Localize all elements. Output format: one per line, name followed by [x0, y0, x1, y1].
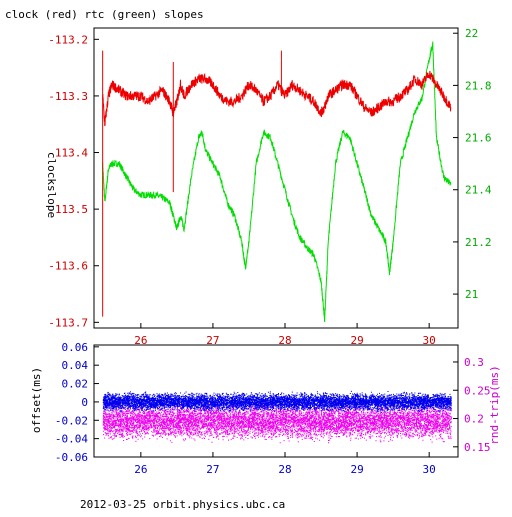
- chart-title: clock (red) rtc (green) slopes: [5, 8, 204, 21]
- bottom-x-tick-label: 29: [350, 463, 363, 476]
- bottom-right-tick-label: 0.25: [464, 384, 491, 397]
- bottom-left-tick-label: -0.04: [55, 433, 88, 446]
- bottom-plot-frame: [93, 344, 459, 458]
- top-right-tick-label: 21.4: [465, 184, 492, 197]
- bottom-left-tick-label: 0.06: [62, 341, 89, 354]
- bottom-left-tick-label: 0.04: [62, 359, 89, 372]
- footer-caption: 2012-03-25 orbit.physics.ubc.ca: [80, 498, 285, 511]
- top-axes-group: -113.2 -113.3 -113.4 -113.5 -113.6 -113.7 22 21…: [48, 27, 492, 347]
- top-right-tick-label: 21.6: [465, 132, 492, 145]
- rtc-series-line: [102, 41, 452, 323]
- bottom-axes-group: 0.06 0.04 0.02 0 -0.02 -0.04 -0.06 0.3 0.25 0.2 0.…: [55, 341, 491, 476]
- top-right-tick-label: 21.8: [465, 79, 492, 92]
- top-left-tick-label: -113.6: [48, 260, 88, 273]
- top-left-tick-label: -113.3: [48, 90, 88, 103]
- offset-scatter-points: [102, 390, 452, 413]
- top-series-group: [102, 41, 452, 323]
- top-left-tick-label: -113.4: [48, 147, 88, 160]
- bottom-ylabel-left: offset(ms): [30, 367, 43, 433]
- top-right-tick-label: 21: [465, 288, 478, 301]
- top-left-tick-label: -113.7: [48, 316, 88, 329]
- top-left-tick-label: -113.5: [48, 203, 88, 216]
- top-x-tick-label: 26: [134, 334, 147, 347]
- bottom-panel: 0.06 0.04 0.02 0 -0.02 -0.04 -0.06 0.3 0.25 0.2 0.…: [30, 341, 501, 476]
- bottom-left-tick-label: -0.02: [55, 414, 88, 427]
- bottom-left-tick-label: 0: [81, 396, 88, 409]
- bottom-left-tick-label: -0.06: [55, 451, 88, 464]
- top-x-tick-label: 28: [278, 334, 291, 347]
- top-right-tick-label: 22: [465, 27, 478, 40]
- top-ylabel: clockslope: [45, 152, 58, 218]
- bottom-ylabel-right: rnd-trip(ms): [488, 365, 501, 444]
- top-x-tick-label: 29: [350, 334, 363, 347]
- bottom-x-tick-label: 27: [206, 463, 219, 476]
- top-right-tick-label: 21.2: [465, 236, 492, 249]
- top-x-tick-label: 30: [423, 334, 436, 347]
- bottom-x-tick-label: 26: [134, 463, 147, 476]
- bottom-x-tick-label: 28: [278, 463, 291, 476]
- bottom-right-tick-label: 0.2: [464, 413, 484, 426]
- bottom-series-group: [102, 390, 452, 444]
- top-left-tick-label: -113.2: [48, 33, 88, 46]
- bottom-left-tick-label: 0.02: [62, 378, 89, 391]
- top-panel: -113.2 -113.3 -113.4 -113.5 -113.6 -113.7 22 21…: [45, 27, 492, 347]
- clock-series-line: [102, 70, 452, 127]
- bottom-x-tick-label: 30: [423, 463, 436, 476]
- bottom-right-tick-label: 0.15: [464, 441, 491, 454]
- bottom-right-tick-label: 0.3: [464, 356, 484, 369]
- top-plot-frame: [93, 27, 459, 329]
- top-x-tick-label: 27: [206, 334, 219, 347]
